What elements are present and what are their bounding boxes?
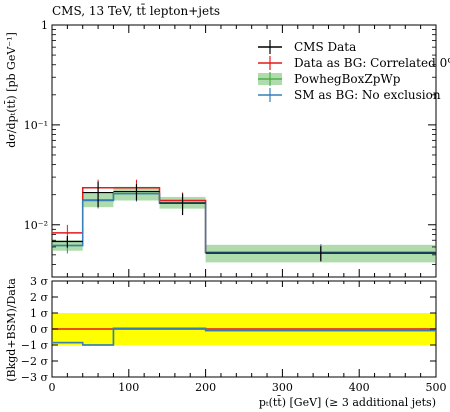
ratio-x-ticks: 0 100 200 300 400 500 (49, 281, 447, 394)
ratio-y-ticks: 3 σ 2 σ 1 σ 0 σ −1 σ −2 σ −3 σ (21, 275, 436, 384)
main-y-ticks: 1 10⁻¹ 10⁻² (24, 19, 436, 278)
ratio-y-axis-label: (Bkgd+BSM)/Data (5, 278, 18, 382)
ratio-y-tick-label: 0 σ (30, 323, 48, 336)
ratio-y-tick-label: 1 σ (30, 307, 48, 320)
main-plot-frame (51, 24, 437, 278)
main-band-layer (52, 186, 436, 263)
ratio-panel: 3 σ 2 σ 1 σ 0 σ −1 σ −2 σ −3 σ 0 100 200 300 400 50… (5, 275, 447, 394)
main-y-axis-label: dσ/dpₜ(tt̄) [pb GeV⁻¹] (5, 32, 18, 148)
main-panel: 1 10⁻¹ 10⁻² CMS Data Data as BG: Correlated… (5, 19, 450, 278)
ratio-y-tick-label: −2 σ (21, 355, 49, 368)
chart-title: CMS, 13 TeV, tt̄ lepton+jets (52, 2, 220, 18)
ratio-line-sm-as-bg-no-exclusion (52, 327, 436, 346)
legend-entry-label: CMS Data (294, 40, 356, 54)
legend-entry-label: Data as BG: Correlated 0% (294, 56, 450, 70)
legend: CMS Data Data as BG: Correlated 0% PowhegB… (258, 40, 450, 102)
main-x-ticks (51, 25, 437, 277)
ratio-line-layer (52, 327, 436, 346)
y-tick-label: 10⁻¹ (24, 119, 48, 132)
legend-entry-label: SM as BG: No exclusion (294, 88, 441, 102)
x-axis-label: pₜ(tt̄) [GeV] (≥ 3 additional jets) (259, 396, 436, 409)
ratio-y-tick-label: −1 σ (21, 339, 49, 352)
x-tick-label: 0 (49, 381, 56, 394)
x-tick-label: 200 (195, 381, 216, 394)
y-tick-label: 1 (41, 19, 48, 32)
x-tick-label: 100 (118, 381, 139, 394)
y-tick-label: 10⁻² (24, 219, 48, 232)
x-tick-label: 500 (426, 381, 447, 394)
legend-entry-label: PowhegBoxZpWp (294, 72, 401, 86)
x-tick-label: 300 (272, 381, 293, 394)
x-tick-label: 400 (349, 381, 370, 394)
ratio-y-tick-label: −3 σ (21, 371, 49, 384)
ratio-y-tick-label: 3 σ (30, 275, 48, 288)
main-point-layer (52, 181, 436, 262)
ratio-y-tick-label: 2 σ (30, 291, 48, 304)
